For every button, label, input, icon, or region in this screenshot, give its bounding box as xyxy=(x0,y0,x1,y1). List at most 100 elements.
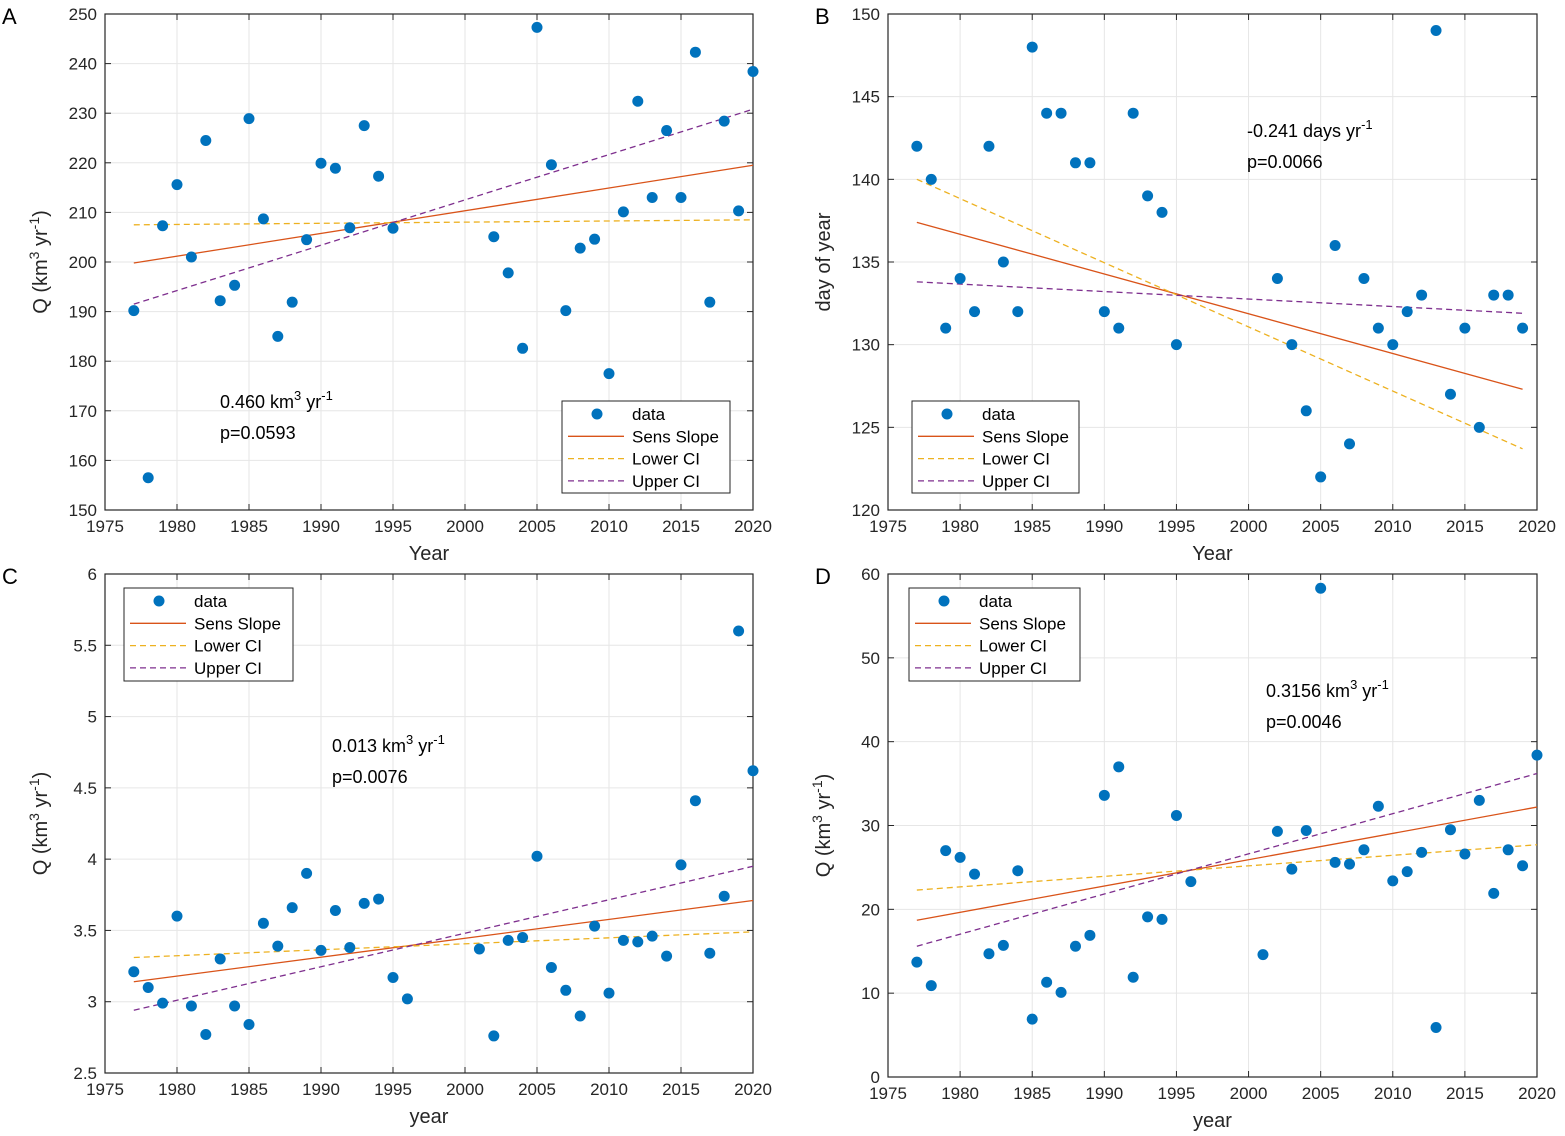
data-point xyxy=(286,296,298,308)
y-tick-label: 180 xyxy=(69,352,97,371)
data-point xyxy=(1488,289,1500,301)
y-tick-label: 3 xyxy=(88,993,97,1012)
data-point xyxy=(718,890,730,902)
data-point xyxy=(911,956,923,968)
data-point xyxy=(911,140,923,152)
legend: data Sens Slope Lower CI Upper CI xyxy=(908,587,1081,682)
y-axis-label: Q (km3 yr-1) xyxy=(809,774,835,878)
legend: data Sens Slope Lower CI Upper CI xyxy=(911,400,1080,494)
data-point xyxy=(1069,940,1081,952)
panel-letter: A xyxy=(2,4,17,29)
data-point xyxy=(545,961,557,973)
data-point xyxy=(1026,41,1038,53)
data-point xyxy=(1430,25,1442,37)
data-point xyxy=(272,330,284,342)
legend-marker-data xyxy=(591,408,603,420)
x-tick-label: 2000 xyxy=(1230,1084,1268,1103)
data-point xyxy=(1358,273,1370,285)
data-point xyxy=(1344,438,1356,450)
y-tick-label: 2.5 xyxy=(73,1064,97,1083)
data-point xyxy=(1517,322,1529,334)
y-tick-label: 145 xyxy=(852,88,880,107)
panel-letter: D xyxy=(815,564,831,589)
data-point xyxy=(603,987,615,999)
data-point xyxy=(473,943,485,955)
data-point xyxy=(589,233,601,245)
data-point xyxy=(1502,289,1514,301)
x-tick-label: 2015 xyxy=(662,517,700,536)
data-point xyxy=(1517,860,1529,872)
data-point xyxy=(1041,976,1053,988)
data-point xyxy=(1459,848,1471,860)
data-point xyxy=(387,222,399,234)
data-point xyxy=(940,845,952,857)
y-tick-label: 200 xyxy=(69,253,97,272)
legend-label: Upper CI xyxy=(982,472,1050,491)
data-point xyxy=(617,934,629,946)
data-point xyxy=(488,231,500,243)
x-tick-label: 1980 xyxy=(941,1084,979,1103)
y-tick-label: 210 xyxy=(69,203,97,222)
x-axis-label: year xyxy=(410,1106,449,1128)
data-point xyxy=(689,46,701,58)
y-tick-label: 4 xyxy=(88,850,97,869)
x-tick-label: 1975 xyxy=(86,517,124,536)
y-tick-label: 50 xyxy=(861,649,880,668)
data-point xyxy=(675,859,687,871)
x-axis-label: Year xyxy=(1192,543,1233,565)
slope-annotation: 0.013 km3 yr-1 xyxy=(332,732,445,756)
data-point xyxy=(272,940,284,952)
data-point xyxy=(358,897,370,909)
series-line-lower-ci xyxy=(916,844,1538,891)
data-point xyxy=(315,157,327,169)
y-tick-label: 20 xyxy=(861,900,880,919)
legend-label: Lower CI xyxy=(979,637,1047,656)
data-point xyxy=(502,934,514,946)
series-line-upper-ci xyxy=(916,772,1538,947)
data-point xyxy=(229,279,241,291)
y-tick-label: 125 xyxy=(852,418,880,437)
data-point xyxy=(315,944,327,956)
data-point xyxy=(142,472,154,484)
x-tick-label: 1995 xyxy=(374,517,412,536)
data-point xyxy=(1300,405,1312,417)
data-point xyxy=(1387,875,1399,887)
data-point xyxy=(689,795,701,807)
data-point xyxy=(157,220,169,232)
data-point xyxy=(488,1030,500,1042)
data-point xyxy=(1170,809,1182,821)
data-point xyxy=(1358,844,1370,856)
y-tick-label: 190 xyxy=(69,303,97,322)
legend: data Sens Slope Lower CI Upper CI xyxy=(561,400,731,494)
y-tick-label: 150 xyxy=(852,5,880,24)
data-point xyxy=(373,170,385,182)
y-tick-label: 5.5 xyxy=(73,636,97,655)
data-point xyxy=(1271,825,1283,837)
data-point xyxy=(1185,876,1197,888)
series-line-lower-ci xyxy=(133,931,754,959)
data-point xyxy=(603,368,615,380)
legend-marker-data xyxy=(938,595,950,607)
legend-label: Upper CI xyxy=(194,659,262,678)
y-tick-label: 30 xyxy=(861,817,880,836)
panel-letter: B xyxy=(815,4,830,29)
data-point xyxy=(940,322,952,334)
x-tick-label: 1995 xyxy=(1158,1084,1196,1103)
data-point xyxy=(560,305,572,317)
data-point xyxy=(128,966,140,978)
y-tick-label: 220 xyxy=(69,154,97,173)
data-point xyxy=(1170,339,1182,351)
data-point xyxy=(1401,306,1413,318)
x-tick-label: 2010 xyxy=(590,517,628,536)
y-tick-label: 150 xyxy=(69,501,97,520)
data-point xyxy=(661,125,673,137)
legend-box xyxy=(911,400,1080,494)
y-axis-label: Q (km3 yr-1) xyxy=(26,210,52,314)
data-point xyxy=(1531,749,1543,761)
data-point xyxy=(1416,289,1428,301)
legend-label: data xyxy=(632,405,666,424)
legend-label: Upper CI xyxy=(979,659,1047,678)
data-point xyxy=(301,867,313,879)
data-point xyxy=(1084,929,1096,941)
data-point xyxy=(358,120,370,132)
